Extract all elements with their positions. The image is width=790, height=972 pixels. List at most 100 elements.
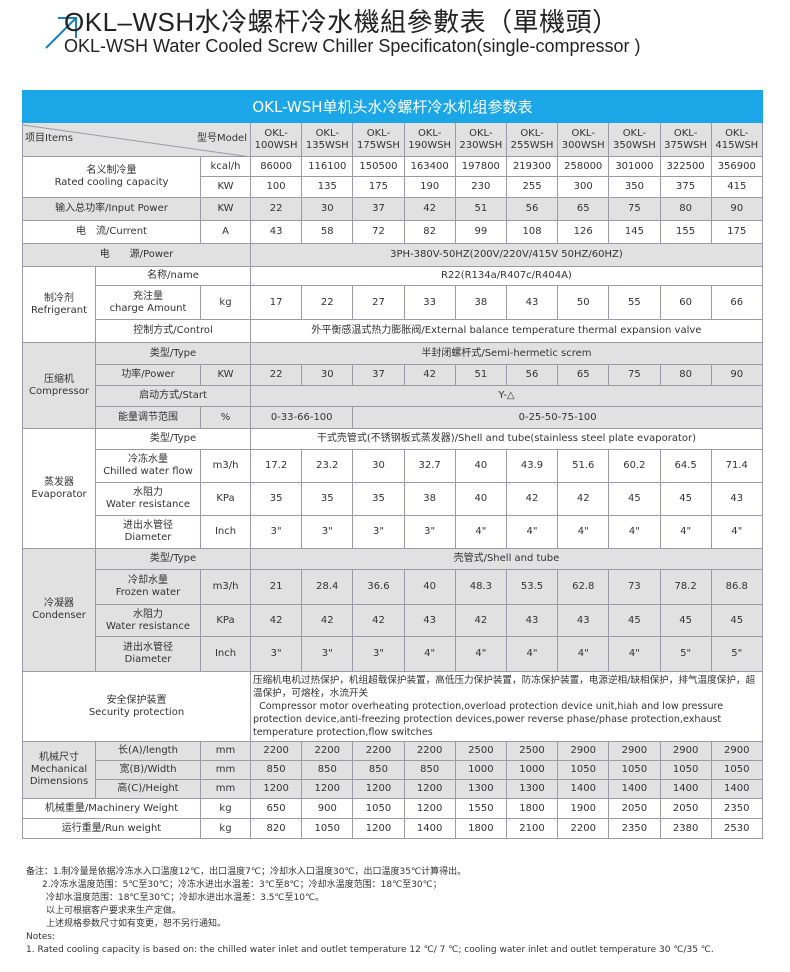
value-cell: 38 xyxy=(454,285,507,320)
value-cell: 62.8 xyxy=(557,569,610,605)
start-value: Y-△ xyxy=(250,385,763,407)
value-cell: 650 xyxy=(249,798,303,819)
value-cell: 1200 xyxy=(352,818,405,839)
value-cell: 35 xyxy=(301,482,354,516)
value-cell: 2900 xyxy=(608,741,661,761)
arrow-up-right-icon xyxy=(45,17,77,49)
model-header: OKL- 350WSH xyxy=(608,122,661,157)
type-label: 类型/Type xyxy=(95,342,251,365)
value-cell: 3" xyxy=(403,515,456,549)
table-row: 水阻力 Water resistance KPa 42 42 42 43 42 43 43 45 45… xyxy=(23,604,763,637)
value-cell: 82 xyxy=(403,220,456,244)
input-power-label: 输入总功率/Input Power xyxy=(22,197,201,221)
value-cell: 3" xyxy=(301,636,354,672)
power-label: 功率/Power xyxy=(95,364,201,386)
unit-cell: kcal/h xyxy=(200,156,251,177)
value-cell: 43 xyxy=(403,604,456,637)
value-cell: 126 xyxy=(557,220,610,244)
refrigerant-label: 制冷剂 Refrigerant xyxy=(22,266,96,343)
value-cell: 1300 xyxy=(505,779,559,799)
table-row: 输入总功率/Input Power KW 22 30 37 42 51 56 65 75 80 90 xyxy=(22,197,763,221)
value-cell: 60.2 xyxy=(608,449,661,483)
note-cn: 2.冷冻水温度范围：5℃至30℃；冷冻水进出水温差：3℃至8℃；冷却水温度范围：… xyxy=(42,880,442,890)
value-cell: 1400 xyxy=(403,818,456,839)
unit-cell: mm xyxy=(200,760,251,780)
model-header: OKL- 230WSH xyxy=(454,122,507,157)
value-cell: 42 xyxy=(249,604,303,637)
value-cell: 80 xyxy=(659,364,712,386)
value-cell: 4" xyxy=(505,515,559,549)
value-cell: 5" xyxy=(710,636,763,672)
table-row: OKL-WSH单机头水冷螺杆冷水机组参数表 xyxy=(22,90,763,123)
value-cell: 2900 xyxy=(557,741,610,761)
value-cell: 1200 xyxy=(352,779,405,799)
value-cell: 1050 xyxy=(557,760,610,780)
value-cell: 65 xyxy=(557,197,610,221)
value-cell: 27 xyxy=(352,285,405,320)
value-cell: 4" xyxy=(557,515,610,549)
value-cell: 4" xyxy=(608,515,661,549)
model-label: 型号Model xyxy=(196,133,247,144)
value-cell: 2200 xyxy=(301,741,354,761)
value-cell: 48.3 xyxy=(454,569,507,605)
value-cell: 43 xyxy=(505,604,559,637)
unit-cell: kg xyxy=(200,285,251,320)
table-row: 电 流/Current A 43 58 72 82 99 108 126 145 155 175 xyxy=(22,220,763,244)
value-cell: 3" xyxy=(352,636,405,672)
value-cell: 1400 xyxy=(710,779,763,799)
value-cell: 56 xyxy=(505,197,559,221)
value-cell: 197800 xyxy=(454,156,507,177)
value-cell: 4" xyxy=(454,515,507,549)
value-cell: 900 xyxy=(301,798,354,819)
run-weight-label: 运行重量/Run weight xyxy=(22,818,201,839)
value-cell: 71.4 xyxy=(710,449,763,483)
value-cell: 356900 xyxy=(710,156,763,177)
condenser-type-value: 壳管式/Shell and tube xyxy=(250,548,763,570)
value-cell: 22 xyxy=(249,197,303,221)
value-cell: 1300 xyxy=(454,779,507,799)
value-cell: 51 xyxy=(454,197,507,221)
value-cell: 1200 xyxy=(403,798,456,819)
table-row: 水阻力 Water resistance KPa 35 35 35 38 40 42 42 45 45… xyxy=(23,482,763,516)
value-cell: 28.4 xyxy=(301,569,354,605)
unit-cell: kg xyxy=(200,798,251,819)
value-cell: 33 xyxy=(403,285,456,320)
evaporator-type-value: 干式壳管式(不锈钢板式蒸发器)/Shell and tube(stainless… xyxy=(250,428,763,450)
value-cell: 78.2 xyxy=(659,569,712,605)
compressor-label: 压缩机 Compressor xyxy=(22,342,96,429)
value-cell: 45 xyxy=(659,604,712,637)
table-row: 进出水管径 Diameter Inch 3" 3" 3" 4" 4" 4" 4" 4" 5" 5" xyxy=(23,636,763,672)
flow-label: 冷冻水量 Chilled water flow xyxy=(95,449,201,483)
value-cell: 45 xyxy=(659,482,712,516)
value-cell: 51 xyxy=(454,364,507,386)
value-cell: 86.8 xyxy=(710,569,763,605)
value-cell: 17 xyxy=(249,285,303,320)
power-label: 电 源/Power xyxy=(22,243,251,267)
diameter-label: 进出水管径 Diameter xyxy=(95,515,201,549)
value-cell: 65 xyxy=(557,364,610,386)
machinery-weight-label: 机械重量/Machinery Weight xyxy=(22,798,201,819)
current-label: 电 流/Current xyxy=(22,220,201,244)
charge-label: 充注量 charge Amount xyxy=(95,285,201,320)
capacity-label: 能量调节范围 xyxy=(95,406,201,429)
value-cell: 3" xyxy=(249,515,303,549)
value-cell: 42 xyxy=(403,364,456,386)
value-cell: 301000 xyxy=(608,156,661,177)
value-cell: 75 xyxy=(608,197,661,221)
value-cell: 155 xyxy=(659,220,712,244)
model-header: OKL- 135WSH xyxy=(301,122,354,157)
value-cell: 80 xyxy=(659,197,712,221)
table-row: 机械尺寸 Mechanical Dimensions 长(A)/length mm 220… xyxy=(22,741,763,799)
value-cell: 35 xyxy=(352,482,405,516)
value-cell: 1050 xyxy=(352,798,405,819)
value-cell: 36.6 xyxy=(352,569,405,605)
value-cell: 850 xyxy=(403,760,456,780)
unit-cell: KW xyxy=(200,364,251,386)
value-cell: 1900 xyxy=(557,798,610,819)
value-cell: 2100 xyxy=(505,818,559,839)
value-cell: 850 xyxy=(301,760,354,780)
value-cell: 58 xyxy=(301,220,354,244)
value-cell: 175 xyxy=(710,220,763,244)
value-cell: 255 xyxy=(505,176,559,198)
value-cell: 258000 xyxy=(557,156,610,177)
